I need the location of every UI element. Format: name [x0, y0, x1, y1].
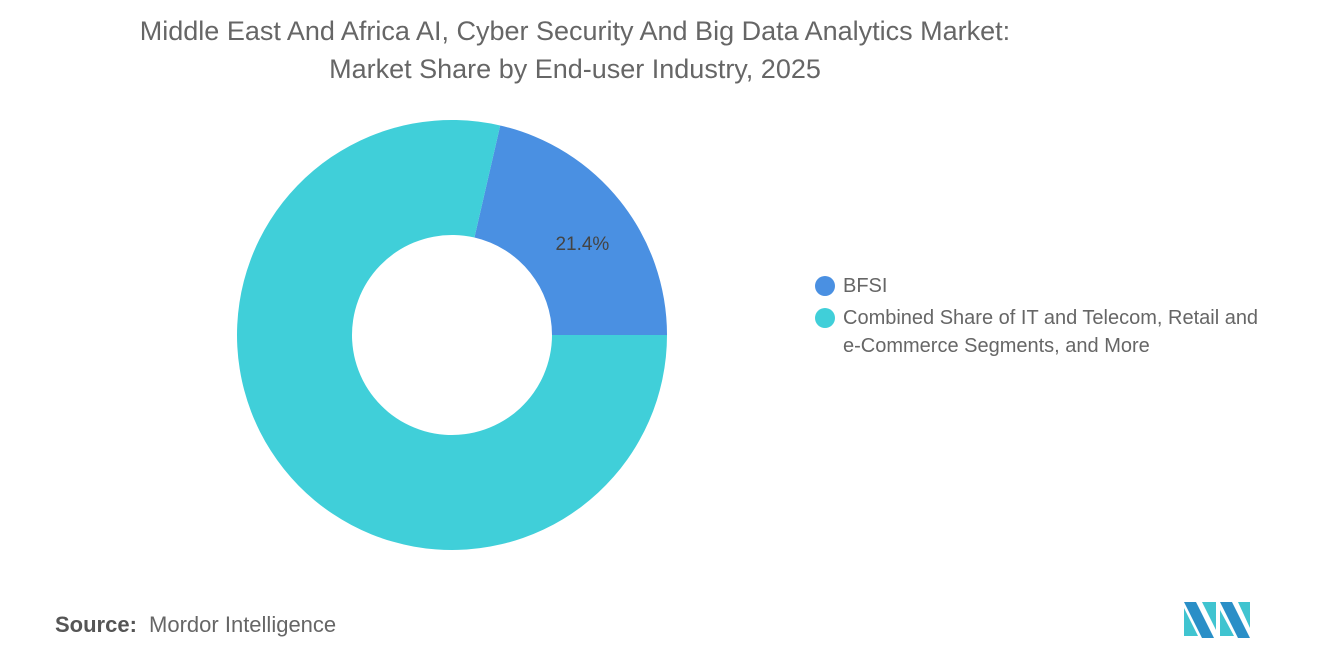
legend-swatch [815, 308, 835, 328]
legend-swatch [815, 276, 835, 296]
source: Source: Mordor Intelligence [55, 612, 336, 638]
title-line-1: Middle East And Africa AI, Cyber Securit… [139, 16, 1011, 46]
chart-title: Middle East And Africa AI, Cyber Securit… [0, 12, 1150, 88]
legend-label: Combined Share of IT and Telecom, Retail… [843, 307, 1259, 357]
slice-1 [236, 119, 667, 550]
legend-item-bfsi: BFSI [815, 272, 1268, 300]
slice-0 [474, 125, 667, 336]
legend: BFSI Combined Share of IT and Telecom, R… [815, 272, 1268, 364]
data-label-0: 21.4% [555, 234, 609, 255]
source-value: Mordor Intelligence [149, 612, 337, 637]
source-label: Source: [55, 612, 137, 637]
title-line-2: Market Share by End-user Industry, 2025 [329, 54, 821, 84]
legend-label: BFSI [843, 275, 888, 297]
legend-item-combined: Combined Share of IT and Telecom, Retail… [815, 304, 1268, 360]
mordor-intelligence-logo-icon [1184, 602, 1250, 638]
